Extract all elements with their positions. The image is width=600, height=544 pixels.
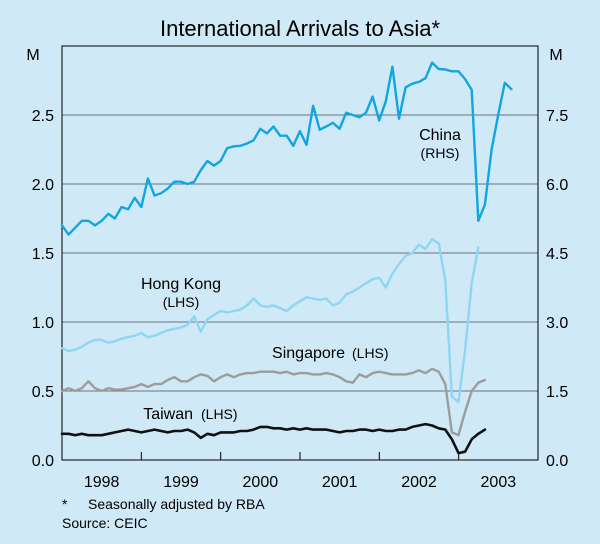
left-tick-label: 2.5 [32,108,54,125]
right-tick-label: 1.5 [546,384,568,401]
x-tick-label: 1998 [84,474,120,491]
left-tick-label: 1.0 [32,315,54,332]
left-tick-label: 2.0 [32,177,54,194]
right-tick-label: 4.5 [546,246,568,263]
right-tick-label: 3.0 [546,315,568,332]
series-axis-label-taiwan: (LHS) [201,406,238,422]
series-line-hong-kong [60,237,480,404]
right-tick-label: 0.0 [546,453,568,470]
series-label-singapore: Singapore [272,345,345,362]
gridlines [62,114,538,392]
left-tick-label: 0.0 [32,453,54,470]
x-tick-label: 2001 [322,474,358,491]
x-tick-label: 2003 [481,474,517,491]
footnote-text: Seasonally adjusted by RBA [88,496,265,512]
source-text: Source: CEIC [62,515,148,531]
series-label-taiwan: Taiwan [143,406,193,423]
left-tick-label: 0.5 [32,384,54,401]
series-label-hong-kong: Hong Kong [141,276,221,293]
series-line-taiwan [60,422,487,455]
x-tick-label: 1999 [163,474,199,491]
year-ticks [140,452,460,460]
right-tick-label: 7.5 [546,108,568,125]
series-axis-label-singapore: (LHS) [352,345,389,361]
right-axis-unit: M [549,47,562,64]
series-line-china [60,61,513,236]
right-tick-label: 6.0 [546,177,568,194]
footnote-marker: * [62,496,68,512]
series-axis-label-hong-kong: (LHS) [163,294,200,310]
series-lines [60,61,513,455]
series-axis-label-china: (RHS) [421,145,460,161]
chart-title: International Arrivals to Asia* [160,16,440,41]
left-tick-labels: 0.0 0.5 1.0 1.5 2.0 2.5 [32,108,54,470]
x-tick-label: 2002 [401,474,437,491]
right-tick-labels: 0.0 1.5 3.0 4.5 6.0 7.5 [546,108,568,470]
left-axis-unit: M [26,47,39,64]
series-line-singapore [60,367,487,437]
x-tick-label: 2000 [243,474,279,491]
x-tick-labels: 1998 1999 2000 2001 2002 2003 [84,474,516,491]
series-label-china: China [419,127,461,144]
left-tick-label: 1.5 [32,246,54,263]
